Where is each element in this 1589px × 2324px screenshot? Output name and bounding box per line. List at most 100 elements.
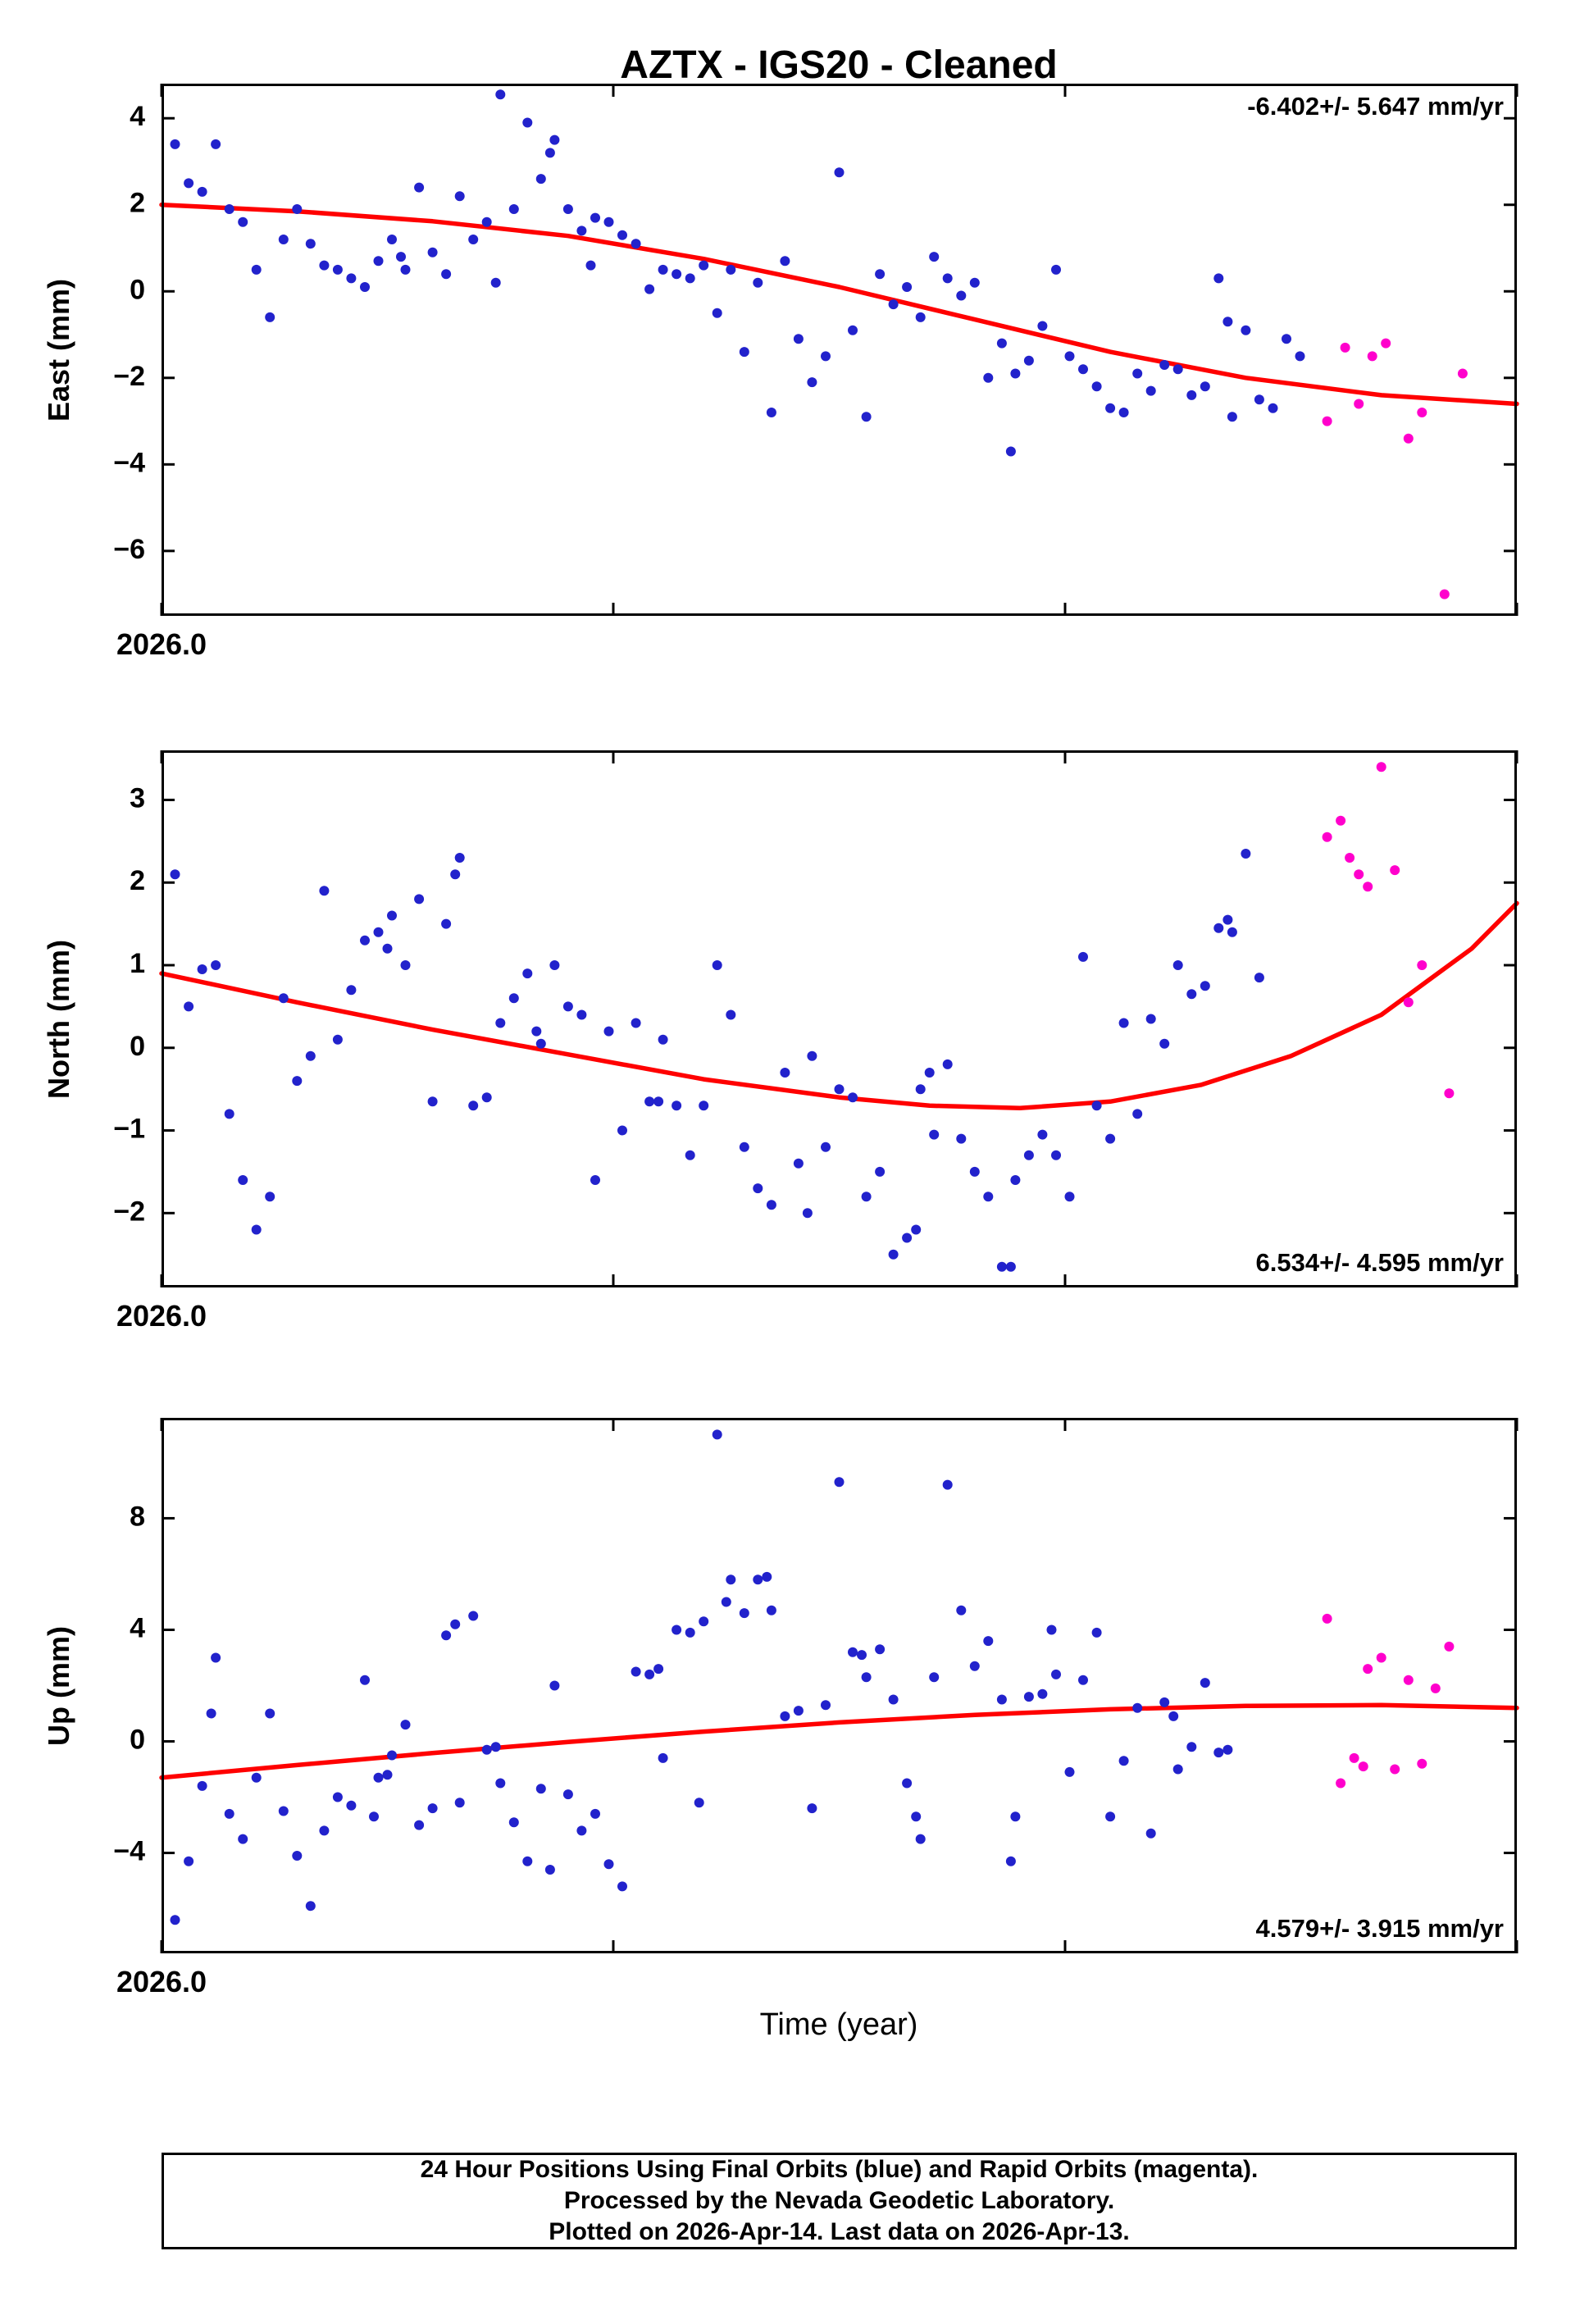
data-point-final xyxy=(1172,364,1183,375)
data-point-final xyxy=(400,1720,411,1730)
y-axis-label-north: North (mm) xyxy=(42,940,75,1099)
data-point-final xyxy=(490,1742,501,1752)
data-point-final xyxy=(983,1192,994,1202)
data-point-rapid xyxy=(1403,433,1414,444)
data-point-final xyxy=(1132,368,1143,379)
data-point-final xyxy=(875,1644,886,1655)
data-point-final xyxy=(1132,1702,1143,1713)
data-point-final xyxy=(1159,1697,1170,1707)
data-point-final xyxy=(427,1803,438,1814)
data-point-final xyxy=(292,1076,303,1087)
data-point-final xyxy=(644,1096,655,1107)
data-point-final xyxy=(1145,1014,1156,1024)
y-tick-label: 0 xyxy=(130,274,145,305)
data-point-final xyxy=(590,1175,600,1185)
data-point-final xyxy=(1023,1692,1034,1702)
data-point-final xyxy=(911,1224,922,1235)
data-point-final xyxy=(1172,1764,1183,1775)
data-point-final xyxy=(224,1808,234,1819)
data-point-final xyxy=(508,1817,519,1828)
data-point-final xyxy=(531,1026,542,1037)
east-plot-canvas: 4 2 0 −2 −4 −6 xyxy=(113,84,1519,616)
data-point-final xyxy=(1241,849,1251,859)
data-point-final xyxy=(694,1798,704,1808)
data-point-final xyxy=(1037,1129,1048,1140)
y-tick-label: 4 xyxy=(130,101,145,132)
data-point-final xyxy=(1186,989,1197,1000)
data-point-final xyxy=(793,1706,804,1716)
data-point-final xyxy=(644,284,655,294)
data-point-final xyxy=(712,308,722,318)
data-point-rapid xyxy=(1345,853,1355,863)
data-point-final xyxy=(902,1233,913,1243)
data-point-final xyxy=(644,1669,655,1679)
data-point-final xyxy=(441,269,452,280)
data-point-final xyxy=(1064,1192,1075,1202)
data-point-final xyxy=(224,204,234,214)
data-point-final xyxy=(726,1574,736,1585)
data-point-final xyxy=(481,1092,492,1103)
up-rate-annotation: 4.579+/- 3.915 mm/yr xyxy=(1255,1914,1504,1943)
data-point-final xyxy=(238,1175,248,1185)
data-point-rapid xyxy=(1349,1752,1359,1763)
data-point-final xyxy=(427,1096,438,1107)
data-point-final xyxy=(762,1571,772,1582)
data-point-final xyxy=(224,1109,234,1119)
data-point-final xyxy=(1064,1766,1075,1777)
north-x-edge-label: 2026.0 xyxy=(116,1299,207,1333)
data-point-final xyxy=(1222,914,1233,925)
data-point-final xyxy=(685,1627,695,1638)
data-point-final xyxy=(888,1249,899,1260)
data-point-final xyxy=(382,943,393,954)
data-point-final xyxy=(319,1825,330,1836)
y-tick-label: 0 xyxy=(130,1725,145,1756)
north-rate-annotation: 6.534+/- 4.595 mm/yr xyxy=(1255,1248,1504,1277)
data-point-final xyxy=(495,1778,506,1789)
data-point-final xyxy=(1023,355,1034,366)
y-axis-label-up: Up (mm) xyxy=(42,1626,75,1746)
data-point-final xyxy=(1118,408,1129,417)
data-point-final xyxy=(544,1865,555,1875)
data-point-final xyxy=(875,1166,886,1177)
data-point-final xyxy=(726,1009,736,1020)
data-point-final xyxy=(780,256,790,267)
data-point-final xyxy=(929,252,940,262)
data-point-final xyxy=(387,235,397,244)
y-tick-label: 2 xyxy=(130,865,145,896)
data-point-final xyxy=(653,1664,664,1675)
data-point-final xyxy=(685,1150,695,1160)
data-point-final xyxy=(400,960,411,970)
data-point-final xyxy=(360,1675,370,1685)
data-point-final xyxy=(265,1192,275,1202)
data-point-final xyxy=(332,1792,343,1802)
y-axis-label-east: East (mm) xyxy=(42,278,75,422)
data-point-final xyxy=(441,1630,452,1641)
data-point-final xyxy=(766,408,776,417)
data-point-final xyxy=(373,256,384,267)
data-point-final xyxy=(562,1001,573,1012)
data-point-final xyxy=(658,1752,668,1763)
data-point-final xyxy=(712,1429,722,1440)
data-point-final xyxy=(1254,394,1264,405)
data-point-rapid xyxy=(1444,1641,1455,1652)
data-point-final xyxy=(1172,960,1183,970)
data-point-final xyxy=(1213,923,1224,933)
data-point-final xyxy=(1168,1711,1179,1721)
data-point-final xyxy=(184,1856,194,1866)
data-point-final xyxy=(1118,1756,1129,1766)
data-point-rapid xyxy=(1376,1652,1386,1663)
data-point-rapid xyxy=(1444,1088,1455,1099)
data-point-final xyxy=(373,927,384,937)
data-point-final xyxy=(1282,334,1291,344)
x-axis-title: Time (year) xyxy=(759,2007,918,2042)
y-tick-label: 2 xyxy=(130,188,145,219)
data-point-final xyxy=(780,1068,790,1078)
data-point-final xyxy=(292,204,303,214)
data-point-final xyxy=(1005,1261,1016,1272)
trend-line xyxy=(159,202,1519,407)
data-point-rapid xyxy=(1376,762,1386,772)
data-point-final xyxy=(834,1084,845,1095)
data-point-final xyxy=(699,1100,709,1111)
data-point-rapid xyxy=(1417,408,1427,417)
data-point-rapid xyxy=(1417,960,1427,970)
